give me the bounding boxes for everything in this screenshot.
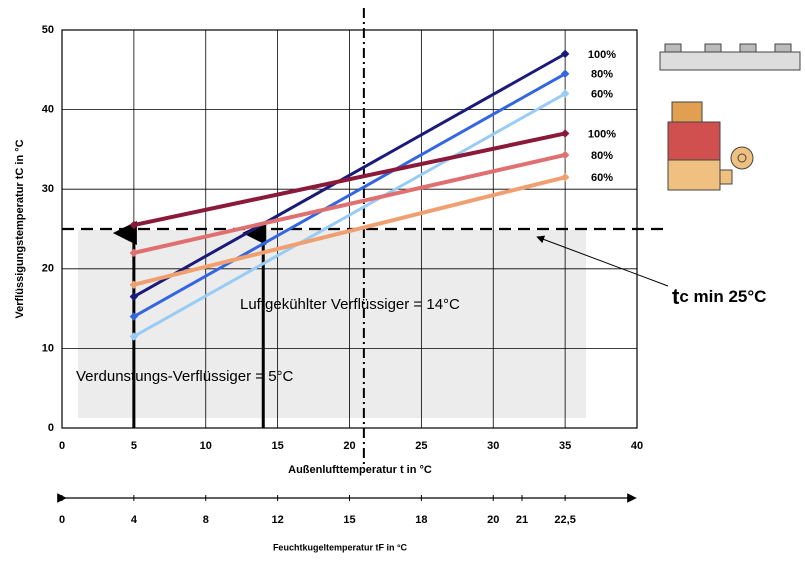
y-tick-label: 0 <box>48 422 54 434</box>
x-tick-label: 15 <box>272 440 284 452</box>
series-label: 100% <box>588 128 616 140</box>
x-tick-label: 10 <box>200 440 212 452</box>
y-tick-label: 10 <box>42 342 54 354</box>
x-tick-label: 20 <box>343 440 355 452</box>
x-tick-label: 5 <box>131 440 137 452</box>
tc-min-label: tc min 25°C <box>672 284 766 309</box>
y-title: Verflüssigungstemperatur tC in °C <box>14 139 26 318</box>
x2-tick-label: 18 <box>415 514 427 526</box>
series-label: 60% <box>591 172 613 184</box>
x-tick-label: 0 <box>59 440 65 452</box>
x2-tick-label: 15 <box>343 514 355 526</box>
series-label: 80% <box>591 150 613 162</box>
annotation: Verdunstungs-Verflüssiger = 5°C <box>76 368 294 385</box>
y-tick-label: 30 <box>42 183 54 195</box>
chart: Verflüssigungstemperatur tC in °C Außenl… <box>0 0 805 557</box>
x2-tick-label: 21 <box>516 514 528 526</box>
x-tick-label: 40 <box>631 440 643 452</box>
annotation: Luftgekühlter Verflüssiger = 14°C <box>240 296 460 313</box>
condenser-icon <box>660 44 800 70</box>
point <box>561 129 569 137</box>
x-title: Außenlufttemperatur t in °C <box>288 464 432 476</box>
evaporative-icon <box>668 102 753 190</box>
x-tick-label: 35 <box>559 440 571 452</box>
point <box>561 151 569 159</box>
y-tick-label: 20 <box>42 263 54 275</box>
x2-tick-label: 4 <box>131 514 138 526</box>
series-label: 80% <box>591 69 613 81</box>
x2-title: Feuchtkugeltemperatur tF in °C <box>273 542 408 552</box>
x2-tick-label: 12 <box>272 514 284 526</box>
x2-tick-label: 20 <box>487 514 499 526</box>
point <box>561 173 569 181</box>
x-tick-label: 25 <box>415 440 427 452</box>
x2-tick-label: 8 <box>203 514 209 526</box>
series-label: 100% <box>588 49 616 61</box>
x2-tick-label: 0 <box>59 514 65 526</box>
x-tick-label: 30 <box>487 440 499 452</box>
x2-tick-label: 22,5 <box>554 514 575 526</box>
y-tick-label: 40 <box>42 104 54 116</box>
y-tick-label: 50 <box>42 24 54 36</box>
series-label: 60% <box>591 89 613 101</box>
